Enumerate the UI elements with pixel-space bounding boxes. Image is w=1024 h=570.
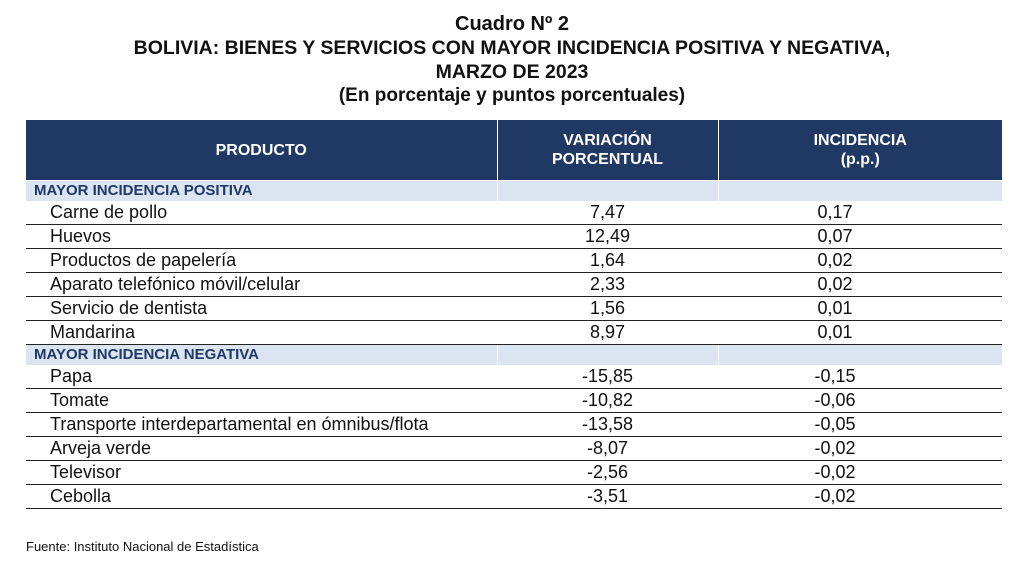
positive-section-label: MAYOR INCIDENCIA POSITIVA (26, 180, 498, 201)
product-cell: Aparato telefónico móvil/celular (26, 272, 497, 297)
variation-cell: -2,56 (497, 460, 718, 485)
table-units: (En porcentaje y puntos porcentuales) (338, 85, 686, 106)
header-variation: VARIACIÓN PORCENTUAL (497, 120, 719, 181)
product-cell: Cebolla (26, 484, 497, 509)
variation-cell: 1,64 (497, 248, 718, 273)
product-cell: Arveja verde (26, 436, 497, 461)
incidence-cell: 0,02 (718, 272, 1002, 297)
table-row: Transporte interdepartamental en ómnibus… (26, 412, 1002, 437)
product-cell: Transporte interdepartamental en ómnibus… (26, 412, 497, 437)
table-row: Cebolla -3,51 -0,02 (26, 484, 1002, 509)
incidence-cell: 0,02 (718, 248, 1002, 273)
variation-cell: -10,82 (497, 388, 718, 413)
incidence-cell: -0,02 (718, 460, 1002, 485)
section-blank-cell (718, 180, 1002, 201)
product-cell: Mandarina (26, 320, 497, 345)
incidence-cell: -0,05 (718, 412, 1002, 437)
table-row: Televisor -2,56 -0,02 (26, 460, 1002, 485)
table-title-block: Cuadro Nº 2 BOLIVIA: BIENES Y SERVICIOS … (0, 12, 1024, 108)
variation-cell: -15,85 (497, 365, 718, 389)
table-row: Servicio de dentista 1,56 0,01 (26, 296, 1002, 321)
table-row: Papa -15,85 -0,15 (26, 365, 1002, 389)
table-title-date: MARZO DE 2023 (435, 61, 589, 83)
header-incidence: INCIDENCIA (p.p.) (718, 120, 1002, 181)
incidence-table: PRODUCTO VARIACIÓN PORCENTUAL INCIDENCIA(… (26, 120, 1002, 509)
table-row: Arveja verde -8,07 -0,02 (26, 436, 1002, 461)
incidence-cell: -0,15 (718, 365, 1002, 389)
incidence-cell: -0,06 (718, 388, 1002, 413)
negative-section-label: MAYOR INCIDENCIA NEGATIVA (26, 344, 498, 365)
product-cell: Papa (26, 365, 497, 389)
section-blank-cell (718, 344, 1002, 365)
variation-cell: 12,49 (497, 224, 718, 249)
table-number: Cuadro Nº 2 (455, 13, 569, 35)
product-cell: Productos de papelería (26, 248, 497, 273)
header-product: PRODUCTO (26, 120, 498, 181)
product-cell: Huevos (26, 224, 497, 249)
negative-section-row: MAYOR INCIDENCIA NEGATIVA (26, 344, 1002, 365)
source-note: Fuente: Instituto Nacional de Estadístic… (26, 539, 259, 554)
section-blank-cell (497, 180, 719, 201)
variation-cell: 2,33 (497, 272, 718, 297)
product-cell: Tomate (26, 388, 497, 413)
variation-cell: -13,58 (497, 412, 718, 437)
incidence-cell: 0,01 (718, 296, 1002, 321)
table-row: Productos de papelería 1,64 0,02 (26, 248, 1002, 273)
table-row: Carne de pollo 7,47 0,17 (26, 201, 1002, 225)
incidence-cell: 0,07 (718, 224, 1002, 249)
positive-section-row: MAYOR INCIDENCIA POSITIVA (26, 180, 1002, 201)
variation-cell: 7,47 (497, 201, 718, 225)
variation-cell: 1,56 (497, 296, 718, 321)
incidence-cell: 0,17 (718, 201, 1002, 225)
incidence-cell: -0,02 (718, 436, 1002, 461)
product-cell: Televisor (26, 460, 497, 485)
table-title: BOLIVIA: BIENES Y SERVICIOS CON MAYOR IN… (133, 37, 891, 59)
product-cell: Carne de pollo (26, 201, 497, 225)
table-header-row: PRODUCTO VARIACIÓN PORCENTUAL INCIDENCIA(… (26, 120, 1002, 181)
table-row: Huevos 12,49 0,07 (26, 224, 1002, 249)
incidence-cell: -0,02 (718, 484, 1002, 509)
product-cell: Servicio de dentista (26, 296, 497, 321)
variation-cell: 8,97 (497, 320, 718, 345)
variation-cell: -8,07 (497, 436, 718, 461)
variation-cell: -3,51 (497, 484, 718, 509)
table-row: Aparato telefónico móvil/celular 2,33 0,02 (26, 272, 1002, 297)
table-row: Mandarina 8,97 0,01 (26, 320, 1002, 345)
section-blank-cell (497, 344, 719, 365)
table-row: Tomate -10,82 -0,06 (26, 388, 1002, 413)
incidence-cell: 0,01 (718, 320, 1002, 345)
